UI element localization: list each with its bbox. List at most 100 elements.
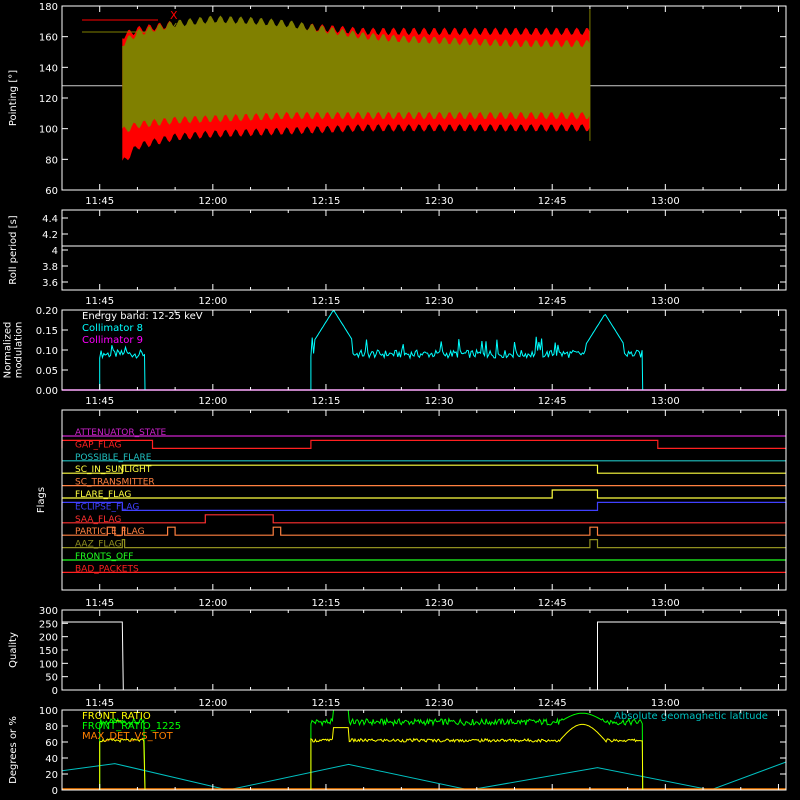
flag-label: ECLIPSE_FLAG: [75, 502, 139, 512]
x-tick-label: 12:30: [425, 396, 454, 407]
series-front-ratio-segment: [310, 723, 644, 791]
collimator-8-segment: [99, 345, 146, 391]
x-tick-label: 11:45: [85, 196, 114, 207]
y-tick-label: 50: [45, 673, 58, 684]
y-axis-label: Degrees or %: [8, 716, 19, 784]
flag-line-particle-flag: [62, 526, 786, 536]
x-tick-label: 12:15: [312, 698, 341, 709]
y-tick-label: 100: [39, 125, 58, 136]
x-tick-label: 12:00: [198, 698, 227, 709]
panel-frame: [61, 709, 787, 791]
y-tick-label: 0.15: [36, 326, 58, 337]
y-tick-label: 300: [39, 606, 58, 617]
y-tick-label: 4: [52, 246, 58, 257]
y-axis-label: Pointing [°]: [8, 70, 19, 126]
flags-panel: ATTENUATOR_STATE GAP_FLAG POSSIBLE_FLARE SC…: [36, 409, 787, 609]
x-tick-label: 12:45: [538, 296, 567, 307]
x-tick-label: 12:00: [198, 598, 227, 609]
y-axis-label: Quality: [8, 632, 19, 668]
panel-frame: [61, 409, 787, 591]
flag-line-saa-flag: [62, 514, 786, 524]
x-tick-label: 11:45: [85, 698, 114, 709]
x-tick-label: 12:45: [538, 698, 567, 709]
legend-label-y: Y: [169, 21, 177, 34]
flag-label: FRONTS_OFF: [75, 552, 133, 562]
x-tick-label: 13:00: [651, 196, 680, 207]
x-tick-label: 12:45: [538, 598, 567, 609]
x-tick-label: 12:15: [312, 598, 341, 609]
flag-line-flare-flag: [62, 489, 786, 499]
x-tick-label: 12:45: [538, 396, 567, 407]
y-tick-label: 40: [45, 754, 58, 765]
y-tick-label: 200: [39, 633, 58, 644]
series-front-ratio-segment: [99, 738, 146, 791]
flag-line-eclipse-flag: [61, 501, 787, 511]
x-tick-label: 13:00: [651, 698, 680, 709]
flag-line-sc-in-sunlight: [62, 464, 786, 474]
y-tick-label: 4.4: [42, 214, 58, 225]
x-tick-label: 12:30: [425, 698, 454, 709]
y-tick-label: 120: [39, 94, 58, 105]
geomagnetic-latitude-line: [61, 761, 787, 791]
x-tick-label: 13:00: [651, 296, 680, 307]
flag-label: ATTENUATOR_STATE: [75, 428, 167, 438]
legend-collimator-8: Collimator 8: [82, 323, 143, 334]
legend-max-det-vs-tot: MAX_DET_VS_TOT: [82, 731, 174, 742]
y-tick-label: 140: [39, 63, 58, 74]
x-tick-label: 12:30: [425, 598, 454, 609]
flag-label: SC_TRANSMITTER: [75, 478, 155, 488]
flag-label: SAA_FLAG: [75, 515, 121, 525]
y-tick-label: 0: [52, 786, 58, 797]
x-tick-label: 11:45: [85, 598, 114, 609]
x-tick-label: 12:00: [198, 396, 227, 407]
y-tick-label: 60: [45, 738, 58, 749]
flag-label: AAZ_FLAG: [75, 540, 122, 550]
x-tick-label: 12:45: [538, 196, 567, 207]
flag-label: FLARE_FLAG: [75, 490, 131, 500]
flag-line-aaz-flag: [62, 538, 786, 549]
series-front-ratio-1225-segment: [310, 709, 644, 791]
y-tick-label: 160: [39, 33, 58, 44]
y-tick-label: 250: [39, 619, 58, 630]
series-y-band: [122, 15, 590, 132]
y-tick-label: 3.6: [42, 278, 58, 289]
roll-period-panel: 11:45 12:00 12:15 12:30 12:45 13:00 3.6 3.8 4 4.2…: [8, 209, 787, 307]
quality-panel: 11:45 12:00 12:15 12:30 12:45 13:00 0 50 100 150 2…: [8, 606, 787, 709]
x-tick-label: 12:30: [425, 296, 454, 307]
flag-label: BAD_PACKETS: [75, 564, 139, 574]
y-tick-label: 0.10: [36, 346, 58, 357]
legend-geomagnetic-latitude: Absolute geomagnetic latitude: [614, 711, 768, 722]
flag-line-gap-flag: [61, 439, 786, 449]
x-tick-label: 12:15: [312, 396, 341, 407]
x-tick-label: 12:15: [312, 196, 341, 207]
legend-label-x: X: [170, 9, 178, 22]
energy-band-annotation: Energy band: 12-25 keV: [82, 311, 203, 322]
y-tick-label: 60: [45, 186, 58, 197]
x-tick-label: 11:45: [85, 296, 114, 307]
x-tick-label: 12:30: [425, 196, 454, 207]
y-axis-label: modulation: [14, 322, 25, 379]
y-tick-label: 0.20: [36, 306, 58, 317]
x-tick-label: 12:00: [198, 296, 227, 307]
flag-label: GAP_FLAG: [75, 440, 121, 450]
legend-front-ratio: FRONT_RATIO: [82, 711, 151, 722]
y-tick-label: 80: [45, 722, 58, 733]
y-tick-label: 150: [39, 646, 58, 657]
x-tick-label: 12:15: [312, 296, 341, 307]
y-axis-label: Roll period [s]: [8, 215, 19, 284]
flag-label: SC_IN_SUNLIGHT: [75, 465, 152, 475]
y-tick-label: 180: [39, 2, 58, 13]
y-tick-label: 0.00: [36, 386, 58, 397]
y-tick-label: 80: [45, 155, 58, 166]
pointing-panel: XY 11:45 12:00 12:15 12:30 12:45 13:00 60 80 100 1…: [8, 2, 787, 207]
x-tick-label: 13:00: [651, 598, 680, 609]
y-tick-label: 0.05: [36, 366, 58, 377]
ratios-panel: FRONT_RATIOFRONT_RATIO_1225MAX_DET_VS_TO…: [8, 706, 787, 797]
y-tick-label: 100: [39, 659, 58, 670]
legend-collimator-9: Collimator 9: [82, 335, 143, 346]
y-axis-label: Normalized: [3, 322, 14, 379]
flag-label: PARTICLE_FLAG: [75, 527, 145, 537]
x-tick-label: 11:45: [85, 396, 114, 407]
y-tick-label: 0: [52, 686, 58, 697]
